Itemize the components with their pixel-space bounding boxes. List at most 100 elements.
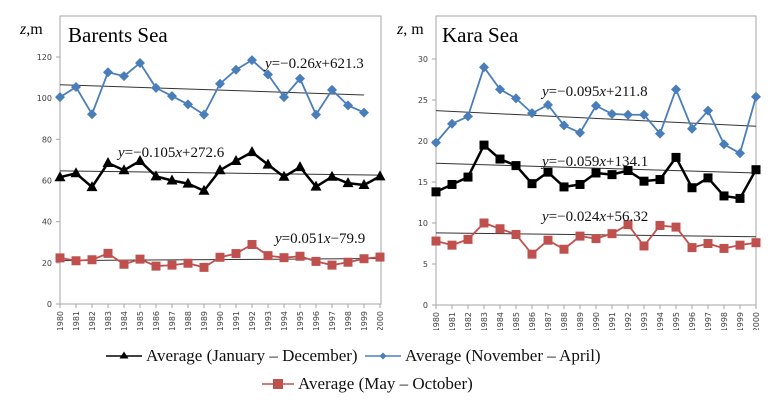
- x-tick-label: 1986: [152, 311, 161, 330]
- trend-equation-label: y=−0.024x+56.32: [540, 209, 648, 225]
- data-point-square: [247, 240, 257, 250]
- data-point-diamond: [215, 78, 225, 89]
- data-point-triangle: [294, 161, 306, 172]
- data-point-diamond: [295, 73, 305, 84]
- y-axis-label-unit: , m: [403, 21, 424, 38]
- x-tick-label: 1991: [608, 312, 617, 330]
- data-point-diamond: [591, 100, 601, 111]
- x-tick-label: 1997: [704, 312, 713, 330]
- x-tick-label: 1994: [656, 312, 665, 330]
- trend-equation-label: y=−0.059x+134.1: [540, 154, 648, 170]
- data-point-square: [199, 262, 209, 272]
- data-point-diamond: [199, 109, 209, 120]
- trend-equation-part: =−0.024: [549, 209, 600, 225]
- data-point-square: [575, 231, 585, 241]
- x-tick-label: 1983: [104, 311, 113, 330]
- y-tick-label: 20: [418, 137, 428, 146]
- data-point-diamond: [559, 120, 569, 131]
- data-point-diamond: [327, 84, 337, 95]
- data-point-square: [103, 248, 113, 258]
- series-average-november-april: y=−0.26x+621.3: [55, 55, 369, 120]
- x-tick-label: 1996: [312, 311, 321, 330]
- trend-equation-part: x: [598, 84, 606, 100]
- data-point-square: [119, 259, 129, 269]
- data-point-diamond: [71, 82, 81, 93]
- data-point-diamond: [479, 62, 489, 73]
- data-point-square: [655, 175, 665, 185]
- trend-equation-part: =−0.26: [272, 56, 316, 72]
- data-point-square: [167, 260, 177, 270]
- data-point-square: [495, 224, 505, 234]
- data-point-triangle: [374, 170, 386, 181]
- data-point-triangle: [342, 177, 354, 188]
- x-tick-label: 1981: [72, 311, 81, 330]
- data-point-diamond: [311, 109, 321, 120]
- data-point-square: [279, 253, 289, 263]
- chart-title: Barents Sea: [68, 23, 168, 47]
- x-tick-label: 1984: [496, 312, 505, 330]
- x-tick-label: 1995: [296, 311, 305, 330]
- y-axis-label-unit: ,m: [26, 21, 43, 38]
- data-point-square: [671, 152, 681, 162]
- data-point-square: [655, 220, 665, 230]
- data-point-diamond: [87, 109, 97, 120]
- x-tick-label: 1988: [560, 312, 569, 330]
- data-point-square: [135, 254, 145, 264]
- data-point-diamond: [639, 109, 649, 120]
- data-point-square: [703, 173, 713, 183]
- data-point-triangle: [182, 177, 194, 188]
- data-point-triangle: [54, 171, 66, 182]
- x-tick-label: 1985: [512, 312, 521, 330]
- legend-label: Average (May – October): [298, 374, 473, 393]
- x-tick-label: 1980: [432, 312, 441, 330]
- data-point-square: [639, 176, 649, 186]
- y-tick-label: 100: [37, 94, 52, 103]
- data-point-diamond: [263, 69, 273, 80]
- data-point-diamond: [463, 111, 473, 122]
- data-point-square: [183, 258, 193, 268]
- trend-equation-part: +621.3: [322, 56, 364, 72]
- data-point-square: [231, 249, 241, 259]
- x-tick-label: 1990: [592, 312, 601, 330]
- chart-title: Kara Sea: [442, 23, 519, 47]
- data-point-triangle: [70, 167, 82, 178]
- x-tick-label: 1984: [120, 311, 129, 330]
- data-point-square: [511, 161, 521, 171]
- trend-equation-part: y: [263, 56, 272, 72]
- data-point-square: [495, 154, 505, 164]
- data-point-square: [295, 251, 305, 261]
- data-point-square: [263, 251, 273, 261]
- data-point-square: [327, 260, 337, 270]
- data-point-square: [735, 193, 745, 203]
- trend-equation-part: =−0.105: [125, 145, 176, 161]
- data-point-square: [151, 261, 161, 271]
- data-point-diamond: [343, 100, 353, 111]
- series-average-january-december: y=−0.059x+134.1: [431, 140, 761, 203]
- x-tick-label: 1982: [464, 312, 473, 330]
- data-point-diamond: [135, 57, 145, 68]
- legend-marker-square-icon: [262, 379, 294, 389]
- data-point-square: [751, 238, 761, 248]
- trend-line: [59, 84, 365, 96]
- data-point-square: [87, 255, 97, 265]
- legend-label: Average (January – December): [146, 346, 358, 365]
- data-point-square: [463, 172, 473, 182]
- data-point-diamond: [719, 139, 729, 150]
- data-point-diamond: [183, 99, 193, 110]
- data-point-square: [719, 191, 729, 201]
- y-tick-label: 60: [42, 177, 52, 186]
- trend-equation-part: y: [116, 145, 125, 161]
- data-point-square: [559, 244, 569, 254]
- data-point-triangle: [102, 157, 114, 168]
- data-point-triangle: [278, 170, 290, 181]
- data-point-diamond: [543, 99, 553, 110]
- data-point-diamond: [511, 93, 521, 104]
- data-point-triangle: [358, 179, 370, 190]
- x-tick-label: 1990: [216, 311, 225, 330]
- y-axis-label: z, m: [396, 21, 424, 38]
- data-point-triangle: [246, 146, 258, 157]
- data-point-triangle: [86, 181, 98, 192]
- trend-equation-part: +134.1: [606, 154, 648, 170]
- data-point-square: [559, 182, 569, 192]
- trend-equation-label: y=−0.26x+621.3: [263, 56, 364, 72]
